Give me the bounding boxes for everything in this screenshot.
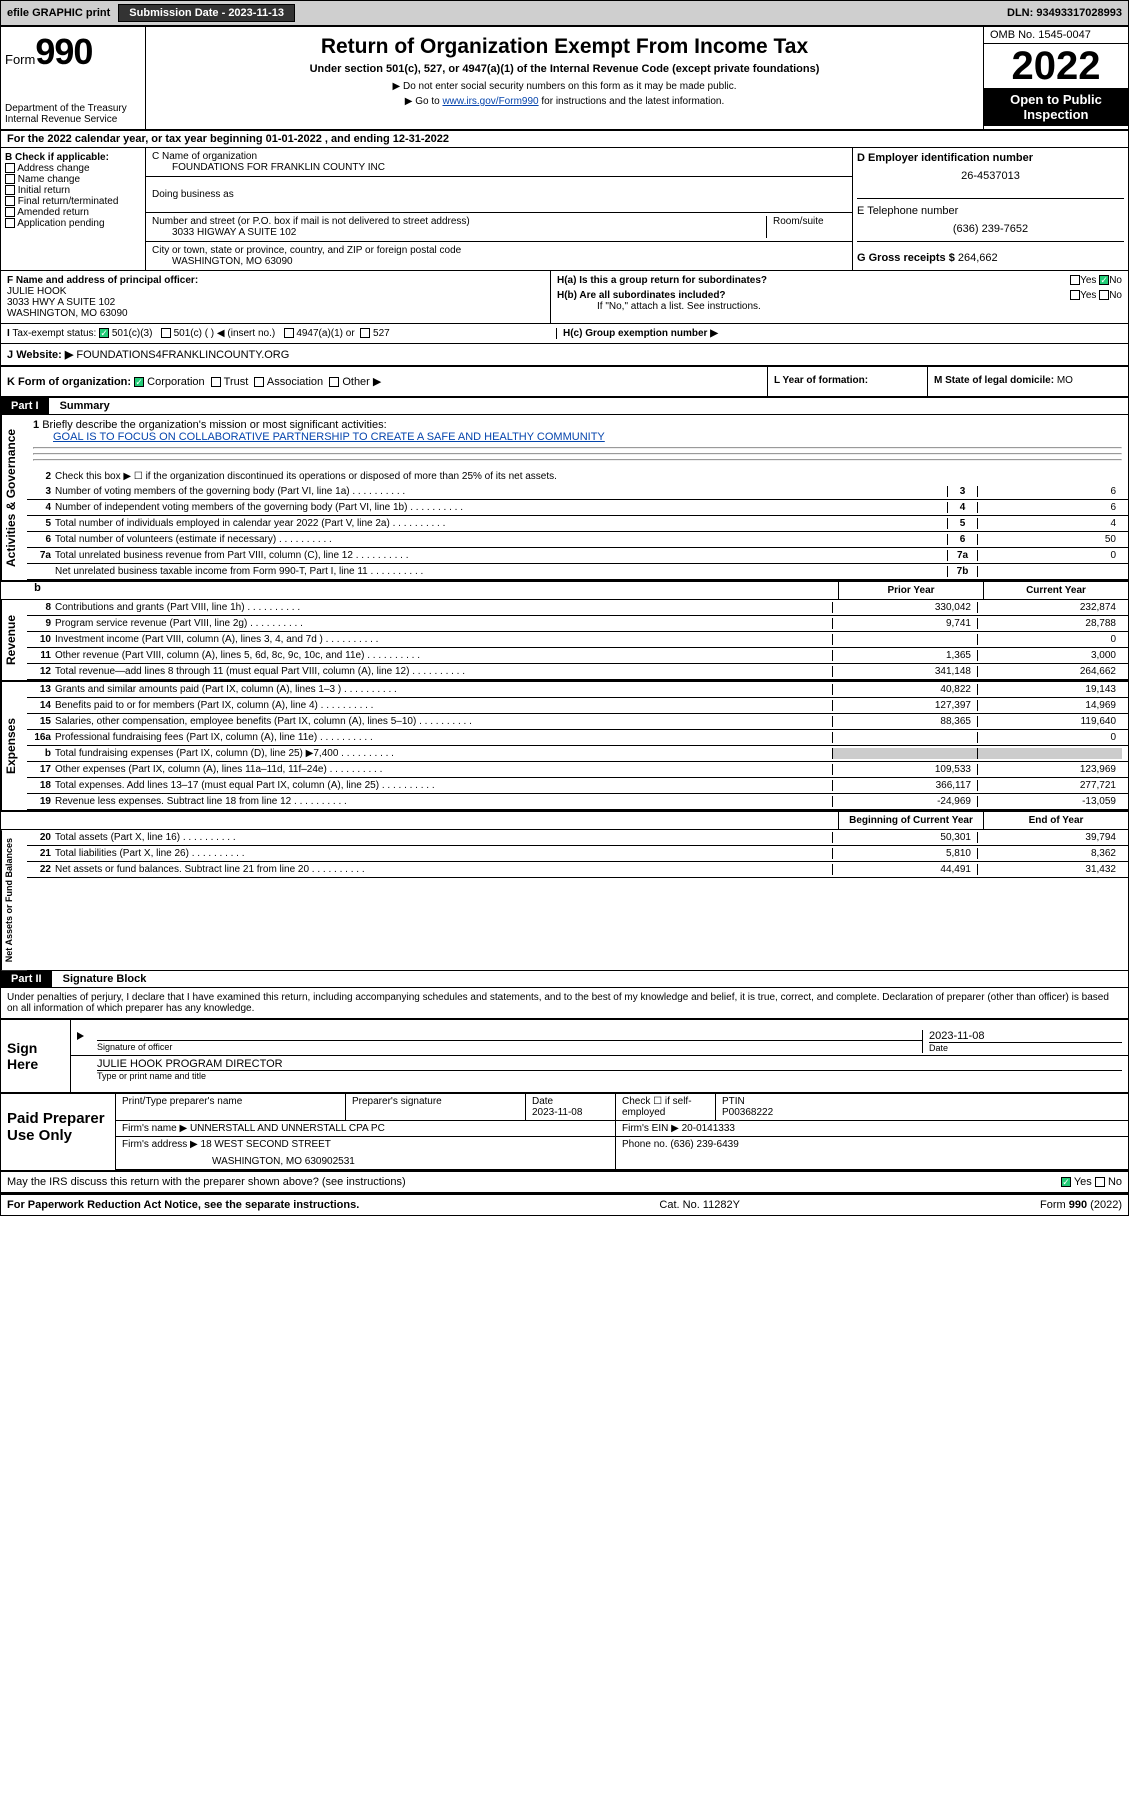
table-row: 11Other revenue (Part VIII, column (A), …: [27, 648, 1128, 664]
table-row: 3Number of voting members of the governi…: [27, 484, 1128, 500]
vtab-activities: Activities & Governance: [1, 415, 27, 580]
table-row: 14Benefits paid to or for members (Part …: [27, 698, 1128, 714]
table-row: 9Program service revenue (Part VIII, lin…: [27, 616, 1128, 632]
vtab-expenses: Expenses: [1, 682, 27, 810]
table-row: 5Total number of individuals employed in…: [27, 516, 1128, 532]
dln-label: DLN: 93493317028993: [1007, 7, 1122, 19]
section-c: C Name of organization FOUNDATIONS FOR F…: [146, 148, 853, 270]
table-row: 8Contributions and grants (Part VIII, li…: [27, 600, 1128, 616]
table-row: 6Total number of volunteers (estimate if…: [27, 532, 1128, 548]
signature-icon: [77, 1032, 84, 1040]
form-id-block: Form990 Department of the Treasury Inter…: [1, 27, 146, 129]
vtab-revenue: Revenue: [1, 600, 27, 680]
table-row: 17Other expenses (Part IX, column (A), l…: [27, 762, 1128, 778]
top-toolbar: efile GRAPHIC print Submission Date - 20…: [0, 0, 1129, 26]
part2-header: Part II: [1, 971, 52, 987]
table-row: 22Net assets or fund balances. Subtract …: [27, 862, 1128, 878]
table-row: 7aTotal unrelated business revenue from …: [27, 548, 1128, 564]
table-row: 13Grants and similar amounts paid (Part …: [27, 682, 1128, 698]
part1-header: Part I: [1, 398, 49, 414]
instructions-link[interactable]: www.irs.gov/Form990: [442, 96, 538, 107]
table-row: 16aProfessional fundraising fees (Part I…: [27, 730, 1128, 746]
table-row: 12Total revenue—add lines 8 through 11 (…: [27, 664, 1128, 680]
table-row: 10Investment income (Part VIII, column (…: [27, 632, 1128, 648]
form-title: Return of Organization Exempt From Incom…: [150, 31, 979, 63]
table-row: 15Salaries, other compensation, employee…: [27, 714, 1128, 730]
submission-date-button[interactable]: Submission Date - 2023-11-13: [118, 4, 295, 22]
section-b: B Check if applicable: Address change Na…: [1, 148, 146, 270]
table-row: 19Revenue less expenses. Subtract line 1…: [27, 794, 1128, 810]
table-row: bTotal fundraising expenses (Part IX, co…: [27, 746, 1128, 762]
line-a: For the 2022 calendar year, or tax year …: [1, 131, 1128, 148]
table-row: 4Number of independent voting members of…: [27, 500, 1128, 516]
year-block: OMB No. 1545-0047 2022 Open to Public In…: [983, 27, 1128, 129]
table-row: Net unrelated business taxable income fr…: [27, 564, 1128, 580]
efile-label[interactable]: efile GRAPHIC print: [7, 7, 110, 19]
table-row: 20Total assets (Part X, line 16)50,30139…: [27, 830, 1128, 846]
table-row: 18Total expenses. Add lines 13–17 (must …: [27, 778, 1128, 794]
table-row: 21Total liabilities (Part X, line 26)5,8…: [27, 846, 1128, 862]
vtab-netassets: Net Assets or Fund Balances: [1, 830, 27, 970]
